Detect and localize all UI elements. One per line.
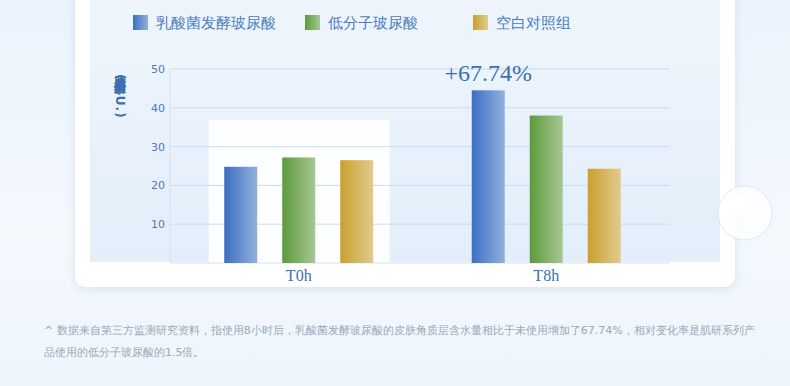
y-axis-line [170, 69, 171, 263]
bar [224, 167, 257, 263]
card [75, 0, 735, 287]
legend-swatch [305, 15, 320, 30]
bar [472, 90, 505, 263]
group-panel [209, 120, 390, 263]
legend-label: 低分子玻尿酸 [328, 14, 418, 32]
legend-swatch [473, 15, 488, 30]
y-tick-label: 30 [151, 141, 165, 154]
footnote: ^ 数据来自第三方监测研究资料，指使用8小时后，乳酸菌发酵玻尿酸的皮肤角质层含水… [44, 320, 759, 364]
x-tick-label: T0h [286, 267, 312, 284]
grid-line [170, 146, 670, 147]
bar [282, 157, 315, 263]
bar [588, 169, 621, 263]
plot-background [90, 0, 720, 262]
y-axis-label: 皮肤角质层含水量(C.U.) [113, 66, 127, 119]
annotation: +67.74% [444, 60, 532, 86]
droplet [718, 186, 772, 240]
y-tick-label: 50 [151, 63, 165, 76]
legend-label: 空白对照组 [496, 14, 571, 32]
grid-line [170, 107, 670, 108]
grid-line [170, 69, 670, 70]
bar [530, 116, 563, 263]
legend-label: 乳酸菌发酵玻尿酸 [156, 14, 276, 32]
bar [340, 160, 373, 263]
y-tick-label: 40 [151, 102, 165, 115]
legend-swatch [133, 15, 148, 30]
bars [224, 90, 621, 263]
x-tick-label: T8h [533, 267, 559, 284]
y-tick-label: 20 [151, 179, 165, 192]
droplet-highlight [730, 195, 746, 211]
y-tick-label: 10 [151, 218, 165, 231]
